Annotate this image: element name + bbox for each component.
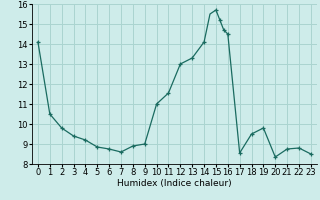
X-axis label: Humidex (Indice chaleur): Humidex (Indice chaleur) <box>117 179 232 188</box>
